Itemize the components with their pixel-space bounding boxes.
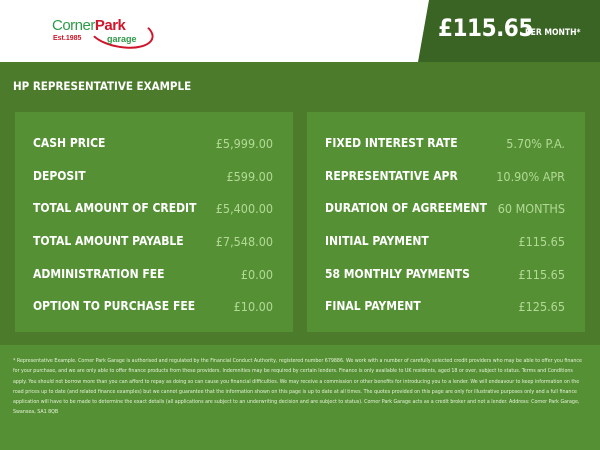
finance-row: TOTAL AMOUNT PAYABLE £7,548.00	[15, 234, 293, 267]
finance-value: 10.90% APR	[496, 168, 565, 184]
finance-label: INITIAL PAYMENT	[325, 234, 429, 249]
finance-row: CASH PRICE £5,999.00	[15, 136, 293, 169]
finance-label: DEPOSIT	[33, 168, 86, 183]
disclaimer: * Representative Example. Corner Park Ga…	[0, 345, 600, 450]
finance-value: 60 MONTHS	[497, 201, 565, 217]
finance-row: TOTAL AMOUNT OF CREDIT £5,400.00	[15, 201, 293, 234]
finance-row: REPRESENTATIVE APR 10.90% APR	[307, 169, 585, 202]
logo-corner: Corner	[52, 17, 95, 34]
finance-row: INITIAL PAYMENT £115.65	[307, 234, 585, 267]
finance-value: 5.70% P.A.	[506, 136, 565, 151]
finance-label: TOTAL AMOUNT PAYABLE	[33, 234, 184, 249]
finance-label: REPRESENTATIVE APR	[325, 168, 458, 183]
finance-value: £5,400.00	[215, 201, 273, 217]
logo-established: Est.1985	[53, 35, 82, 42]
finance-value: £7,548.00	[215, 234, 273, 250]
finance-label: ADMINISTRATION FEE	[33, 266, 165, 281]
finance-label: TOTAL AMOUNT OF CREDIT	[33, 201, 197, 216]
finance-value: £599.00	[226, 168, 274, 184]
finance-value: £0.00	[240, 266, 273, 282]
finance-value: £125.65	[518, 299, 566, 315]
finance-value: £115.65	[518, 266, 566, 282]
monthly-price-box: £115.65 PER MONTH*	[418, 0, 600, 62]
finance-label: DURATION OF AGREEMENT	[325, 201, 487, 216]
finance-value: £10.00	[233, 299, 273, 315]
logo-text: CornerPark	[52, 17, 126, 34]
finance-label: OPTION TO PURCHASE FEE	[33, 299, 196, 314]
finance-row: DURATION OF AGREEMENT 60 MONTHS	[307, 201, 585, 234]
right-finance-panel: FIXED INTEREST RATE 5.70% P.A. REPRESENTAT…	[307, 112, 585, 332]
finance-value: £5,999.00	[215, 136, 273, 151]
monthly-price: £115.65	[438, 14, 533, 42]
logo-park: Park	[94, 17, 126, 34]
left-finance-panel: CASH PRICE £5,999.00 DEPOSIT £599.00 TOTAL A…	[15, 112, 293, 332]
finance-label: 58 MONTHLY PAYMENTS	[325, 266, 470, 281]
header: CornerPark Est.1985 garage £115.65 PER M…	[0, 0, 600, 62]
logo-garage: garage	[107, 34, 137, 44]
finance-row: DEPOSIT £599.00	[15, 169, 293, 202]
finance-row: FINAL PAYMENT £125.65	[307, 299, 585, 332]
finance-row: FIXED INTEREST RATE 5.70% P.A.	[307, 136, 585, 169]
finance-row: OPTION TO PURCHASE FEE £10.00	[15, 299, 293, 332]
per-month-label: PER MONTH*	[525, 28, 581, 38]
finance-label: FINAL PAYMENT	[325, 299, 421, 314]
finance-label: FIXED INTEREST RATE	[325, 136, 458, 150]
finance-row: 58 MONTHLY PAYMENTS £115.65	[307, 267, 585, 300]
section-title: HP REPRESENTATIVE EXAMPLE	[13, 79, 192, 93]
finance-row: ADMINISTRATION FEE £0.00	[15, 267, 293, 300]
finance-value: £115.65	[518, 234, 566, 250]
finance-label: CASH PRICE	[33, 136, 106, 150]
corner-park-logo[interactable]: CornerPark Est.1985 garage	[50, 10, 160, 54]
